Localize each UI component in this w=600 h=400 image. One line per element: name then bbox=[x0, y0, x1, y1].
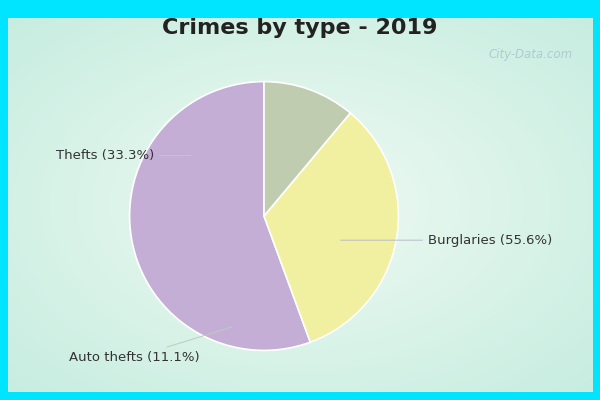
Wedge shape bbox=[264, 82, 350, 216]
Text: Auto thefts (11.1%): Auto thefts (11.1%) bbox=[69, 327, 232, 364]
Wedge shape bbox=[264, 113, 398, 342]
Text: Thefts (33.3%): Thefts (33.3%) bbox=[56, 149, 191, 162]
Text: City-Data.com: City-Data.com bbox=[489, 48, 573, 61]
Text: Crimes by type - 2019: Crimes by type - 2019 bbox=[163, 18, 437, 38]
Text: Burglaries (55.6%): Burglaries (55.6%) bbox=[341, 234, 552, 247]
Wedge shape bbox=[130, 82, 310, 350]
